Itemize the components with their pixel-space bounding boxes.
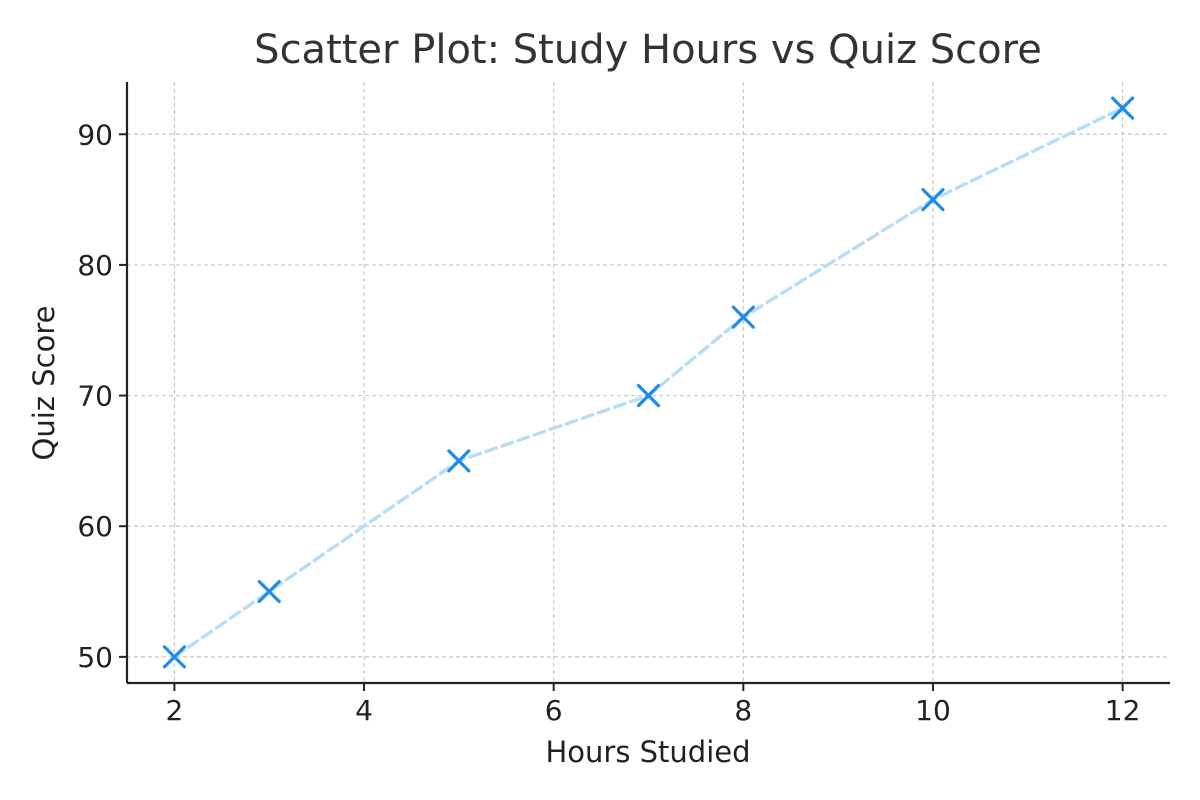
x-tick-label: 12 (1105, 694, 1141, 727)
data-point-marker (731, 305, 755, 329)
grid-lines (127, 82, 1170, 683)
x-tick-label: 10 (915, 694, 951, 727)
x-tick-label: 4 (355, 694, 373, 727)
data-point-marker (162, 645, 187, 669)
x-tick-label: 2 (165, 694, 183, 727)
data-point-marker (1110, 96, 1135, 120)
tick-labels: 2 4 6 8 10 12 50 60 70 80 90 (77, 118, 1140, 727)
data-point-marker (921, 187, 945, 212)
axes (125, 82, 1170, 685)
data-point-marker (257, 579, 281, 604)
y-tick-label: 70 (77, 380, 113, 413)
series-connecting-line (172, 106, 1125, 659)
x-tick-label: 8 (734, 694, 752, 727)
y-tick-label: 90 (77, 118, 113, 151)
x-axis-label: Hours Studied (545, 735, 750, 769)
chart-title: Scatter Plot: Study Hours vs Quiz Score (254, 27, 1042, 73)
data-point-marker (447, 449, 471, 473)
y-axis-label: Quiz Score (27, 306, 61, 461)
y-tick-label: 50 (77, 641, 113, 674)
y-tick-label: 60 (77, 510, 113, 543)
data-point-marker (636, 383, 661, 408)
data-series (162, 96, 1135, 669)
y-tick-label: 80 (77, 249, 113, 282)
x-tick-label: 6 (545, 694, 563, 727)
